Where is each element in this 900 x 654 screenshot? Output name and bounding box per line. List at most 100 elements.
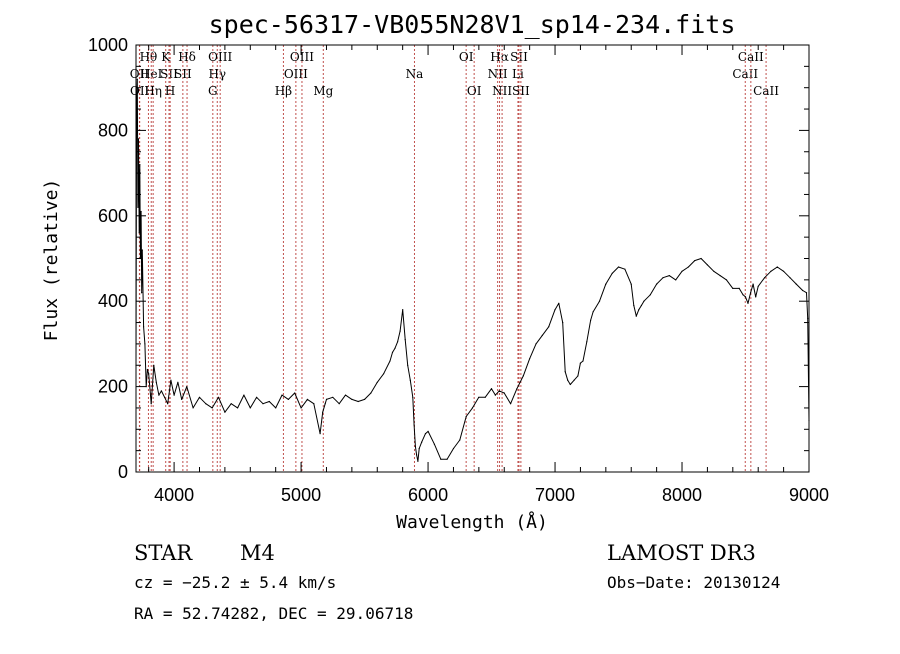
spectrum-point: [150, 403, 152, 405]
spectrum-point: [638, 309, 640, 311]
spectrum-point: [770, 270, 772, 272]
spectrum-point: [370, 392, 372, 394]
spectral-line-label: Hη: [144, 84, 162, 98]
spectrum-point: [418, 447, 420, 450]
x-tick-label: 7000: [535, 485, 575, 505]
spectrum-point: [522, 375, 524, 377]
x-tick-label: 9000: [789, 485, 829, 505]
spectrum-point: [742, 294, 744, 296]
spectrum-point: [243, 394, 245, 396]
spectrum-point: [413, 424, 415, 426]
spectrum-point: [137, 206, 139, 208]
y-tick-label: 0: [118, 462, 128, 482]
object-class: STAR: [134, 541, 193, 565]
spectrum-point: [391, 351, 394, 353]
spectral-line-label: NII: [488, 67, 508, 81]
spectrum-point: [643, 300, 645, 302]
spectrum-point: [136, 78, 138, 80]
spectrum-point: [177, 381, 179, 383]
spectrum-point: [407, 364, 409, 366]
spectrum-point: [249, 407, 251, 409]
spectrum-point: [409, 379, 411, 381]
y-tick-label: 1000: [88, 35, 128, 55]
spectral-line-label: Mg: [313, 84, 333, 98]
spectral-line-label: CaII: [738, 50, 764, 64]
spectrum-point: [681, 270, 683, 272]
spectrum-point: [364, 398, 366, 400]
spectrum-point: [802, 289, 804, 292]
spectral-line-label: OII: [130, 84, 150, 98]
spectrum-point: [529, 358, 531, 360]
spectrum-point: [805, 292, 808, 294]
spectrum-layer: [135, 78, 810, 462]
spectrum-point: [635, 315, 637, 317]
spectrum-point: [747, 302, 749, 304]
spectrum-point: [164, 396, 166, 398]
spectrum-point: [383, 373, 385, 375]
spectrum-point: [153, 364, 155, 366]
spectrum-point: [141, 249, 143, 251]
spectrum-point: [713, 270, 715, 272]
spectrum-point: [598, 300, 601, 302]
spectrum-point: [399, 330, 401, 332]
spectrum-point: [590, 319, 592, 321]
spectrum-point: [138, 232, 140, 234]
chart-title: spec-56317-VB055N28V1_sp14-234.fits: [209, 10, 736, 39]
spectral-line-label: HeI: [140, 67, 163, 81]
spectrum-point: [582, 360, 584, 362]
spectrum-point: [573, 379, 575, 381]
ticks-layer: 4000 5000 6000 7000 8000 9000 0 200 400 600 800 100…: [88, 35, 829, 505]
spectrum-point: [706, 264, 709, 266]
spectrum-point: [577, 375, 579, 377]
spectrum-point: [160, 390, 162, 392]
spectrum-point: [389, 360, 391, 362]
spectrum-point: [633, 304, 635, 307]
spectrum-point: [554, 309, 556, 311]
spectrum-point: [338, 403, 340, 405]
spectrum-point: [417, 460, 419, 462]
object-subclass: M4: [240, 541, 275, 565]
spectrum-point: [300, 407, 302, 409]
spectrum-point: [752, 283, 754, 285]
spectrum-point: [144, 343, 146, 345]
spectrum-point: [569, 383, 571, 386]
spectrum-point: [137, 138, 140, 140]
spectrum-point: [158, 394, 160, 396]
obs-date: Obs−Date: 20130124: [607, 573, 780, 592]
spectrum-point: [592, 311, 594, 313]
spectrum-point: [412, 396, 414, 398]
spectrum-point: [262, 403, 264, 405]
spectrum-point: [217, 396, 220, 398]
spectrum-point: [562, 322, 564, 324]
spectrum-point: [416, 454, 418, 456]
spectrum-point: [478, 396, 480, 398]
spectrum-point: [198, 396, 201, 398]
spectrum-line: [135, 78, 810, 462]
spectrum-point: [424, 433, 427, 435]
spectrum-point: [484, 396, 486, 398]
spectrum-point: [275, 407, 277, 409]
y-tick-label: 200: [98, 377, 128, 397]
spectrum-point: [140, 210, 142, 213]
spectrum-point: [700, 257, 702, 260]
spectrum-point: [325, 398, 328, 400]
spectrum-point: [459, 439, 461, 441]
spectrum-point: [139, 164, 141, 166]
spectrum-point: [281, 394, 283, 396]
spectrum-point: [440, 458, 442, 460]
spectrum-point: [294, 392, 296, 394]
spectrum-point: [205, 403, 207, 405]
spectral-line-label: CaII: [732, 67, 758, 81]
spectrum-point: [155, 381, 157, 383]
spectrum-point: [579, 362, 582, 364]
spectral-line-label: OI: [459, 50, 474, 64]
spectrum-point: [783, 270, 785, 272]
spectrum-point: [313, 403, 315, 405]
spectrum-point: [605, 283, 607, 285]
spectrum-point: [357, 400, 359, 403]
redshift-text: cz = −25.2 ± 5.4 km/s: [134, 573, 336, 592]
spectrum-point: [494, 394, 496, 396]
spectrum-point: [611, 272, 613, 274]
spectrum-point: [744, 296, 747, 298]
